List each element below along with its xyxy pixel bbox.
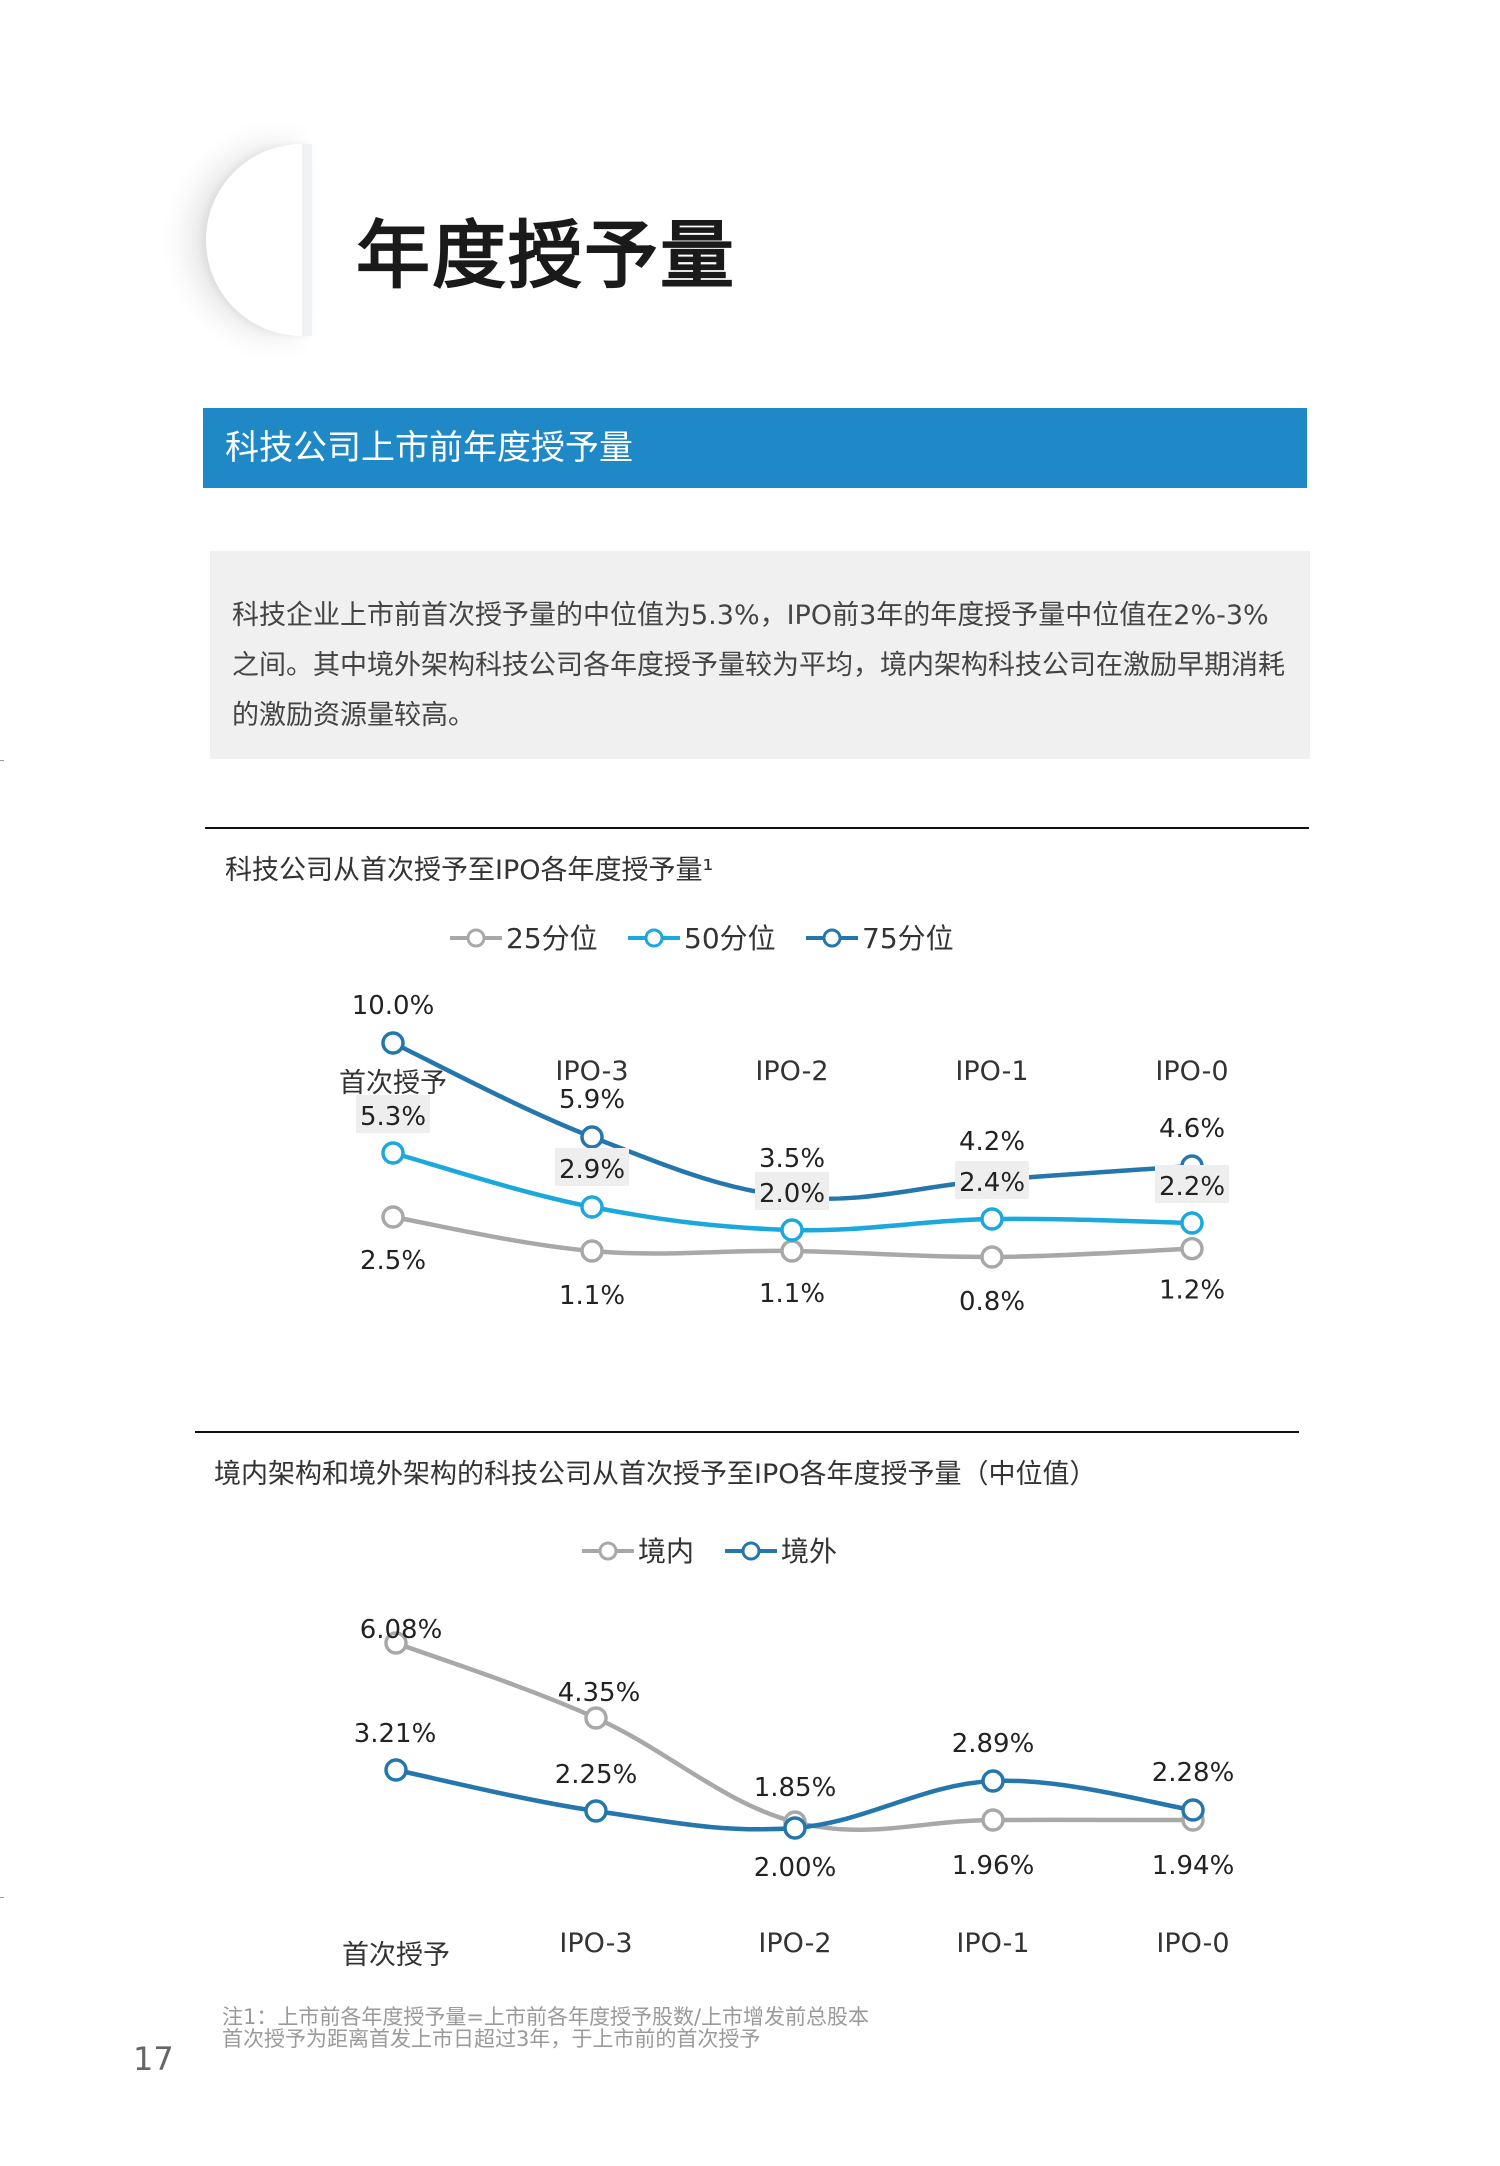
data-label: 2.2%	[1159, 1172, 1225, 1202]
data-label: 1.2%	[1159, 1276, 1225, 1306]
data-point	[384, 1631, 408, 1655]
chart2-top-rule	[195, 1431, 1299, 1433]
title-decoration	[206, 144, 312, 336]
category-label: IPO-2	[758, 1928, 831, 1959]
data-label: 2.5%	[360, 1246, 426, 1276]
category-label: IPO-3	[559, 1928, 632, 1959]
page-number: 17	[133, 2040, 174, 2078]
data-point	[580, 1195, 604, 1219]
chart2-title: 境内架构和境外架构的科技公司从首次授予至IPO各年度授予量（中位值）	[214, 1459, 1097, 1490]
data-label-box	[955, 1161, 1029, 1199]
data-point	[580, 1125, 604, 1149]
category-label: 首次授予	[339, 1068, 447, 1099]
category-label: IPO-3	[555, 1056, 628, 1087]
category-label: IPO-0	[1156, 1928, 1229, 1959]
legend-item: 境内	[582, 1535, 694, 1568]
data-label: 1.94%	[1152, 1851, 1235, 1881]
legend-label: 50分位	[684, 922, 776, 955]
legend-marker	[741, 1541, 761, 1561]
legend-marker	[644, 928, 664, 948]
data-point	[981, 1808, 1005, 1832]
data-label: 1.96%	[952, 1851, 1035, 1881]
category-label: IPO-1	[955, 1056, 1028, 1087]
data-label-box	[755, 1172, 829, 1210]
data-point	[783, 1816, 807, 1840]
data-label: 2.25%	[555, 1760, 638, 1790]
data-label: 1.1%	[759, 1279, 825, 1309]
legend-marker	[466, 928, 486, 948]
data-label: 0.8%	[959, 1287, 1025, 1317]
footnote: 注1：上市前各年度授予量=上市前各年度授予股数/上市增发前总股本 首次授予为距离…	[222, 2006, 869, 2050]
data-label: 3.5%	[759, 1144, 825, 1174]
data-label-box	[1155, 1165, 1229, 1203]
data-label-box	[555, 1148, 629, 1186]
legend-item: 50分位	[628, 922, 776, 955]
data-label: 2.89%	[952, 1729, 1035, 1759]
data-label: 2.4%	[959, 1168, 1025, 1198]
edge-mark	[0, 760, 4, 761]
data-label: 4.35%	[558, 1678, 641, 1708]
legend-label: 75分位	[862, 922, 954, 955]
data-point	[584, 1706, 608, 1730]
data-label: 2.9%	[559, 1155, 625, 1185]
data-label: 10.0%	[352, 991, 435, 1021]
legend-label: 境外	[781, 1535, 837, 1568]
data-point	[1180, 1211, 1204, 1235]
category-label: IPO-0	[1155, 1056, 1228, 1087]
data-label: 1.85%	[754, 1773, 837, 1803]
data-label: 4.2%	[959, 1127, 1025, 1157]
legend-item: 75分位	[806, 922, 954, 955]
section-title-bar: 科技公司上市前年度授予量	[203, 408, 1307, 488]
data-point	[381, 1141, 405, 1165]
data-point	[1180, 1236, 1204, 1261]
chart1-title: 科技公司从首次授予至IPO各年度授予量¹	[225, 855, 714, 886]
legend-item: 境外	[725, 1535, 837, 1568]
legend-label: 境内	[638, 1535, 694, 1568]
data-point	[981, 1769, 1005, 1793]
data-point	[381, 1205, 405, 1229]
category-label: IPO-1	[956, 1928, 1029, 1959]
data-label: 5.3%	[360, 1102, 426, 1132]
edge-mark	[0, 1897, 4, 1898]
legend-marker	[598, 1541, 618, 1561]
data-label: 4.6%	[1159, 1114, 1225, 1144]
footnote-line-1: 注1：上市前各年度授予量=上市前各年度授予股数/上市增发前总股本	[222, 2005, 870, 2029]
data-point	[384, 1758, 408, 1782]
summary-text: 科技企业上市前首次授予量的中位值为5.3%，IPO前3年的年度授予量中位值在2%…	[210, 551, 1310, 759]
data-label: 1.1%	[559, 1281, 625, 1311]
page-title: 年度授予量	[356, 213, 736, 299]
data-label: 2.0%	[759, 1179, 825, 1209]
data-point	[580, 1239, 604, 1263]
data-label: 2.28%	[1152, 1758, 1235, 1788]
data-point	[980, 1207, 1004, 1231]
data-point	[980, 1245, 1004, 1269]
data-label-box	[356, 1095, 430, 1133]
category-label: 首次授予	[342, 1940, 450, 1971]
data-point	[780, 1239, 804, 1263]
data-label: 3.21%	[354, 1719, 437, 1749]
legend-marker	[822, 928, 842, 948]
data-point	[780, 1218, 804, 1242]
data-label: 2.00%	[754, 1853, 837, 1883]
chart1-top-rule	[205, 827, 1309, 829]
data-point	[381, 1031, 405, 1055]
footnote-line-2: 首次授予为距离首发上市日超过3年，于上市前的首次授予	[222, 2027, 761, 2051]
legend-label: 25分位	[506, 922, 598, 955]
data-point	[584, 1799, 608, 1823]
data-point	[1181, 1798, 1205, 1822]
category-label: IPO-2	[755, 1056, 828, 1087]
legend-item: 25分位	[450, 922, 598, 955]
data-label: 5.9%	[559, 1085, 625, 1115]
data-label: 6.08%	[360, 1615, 443, 1645]
